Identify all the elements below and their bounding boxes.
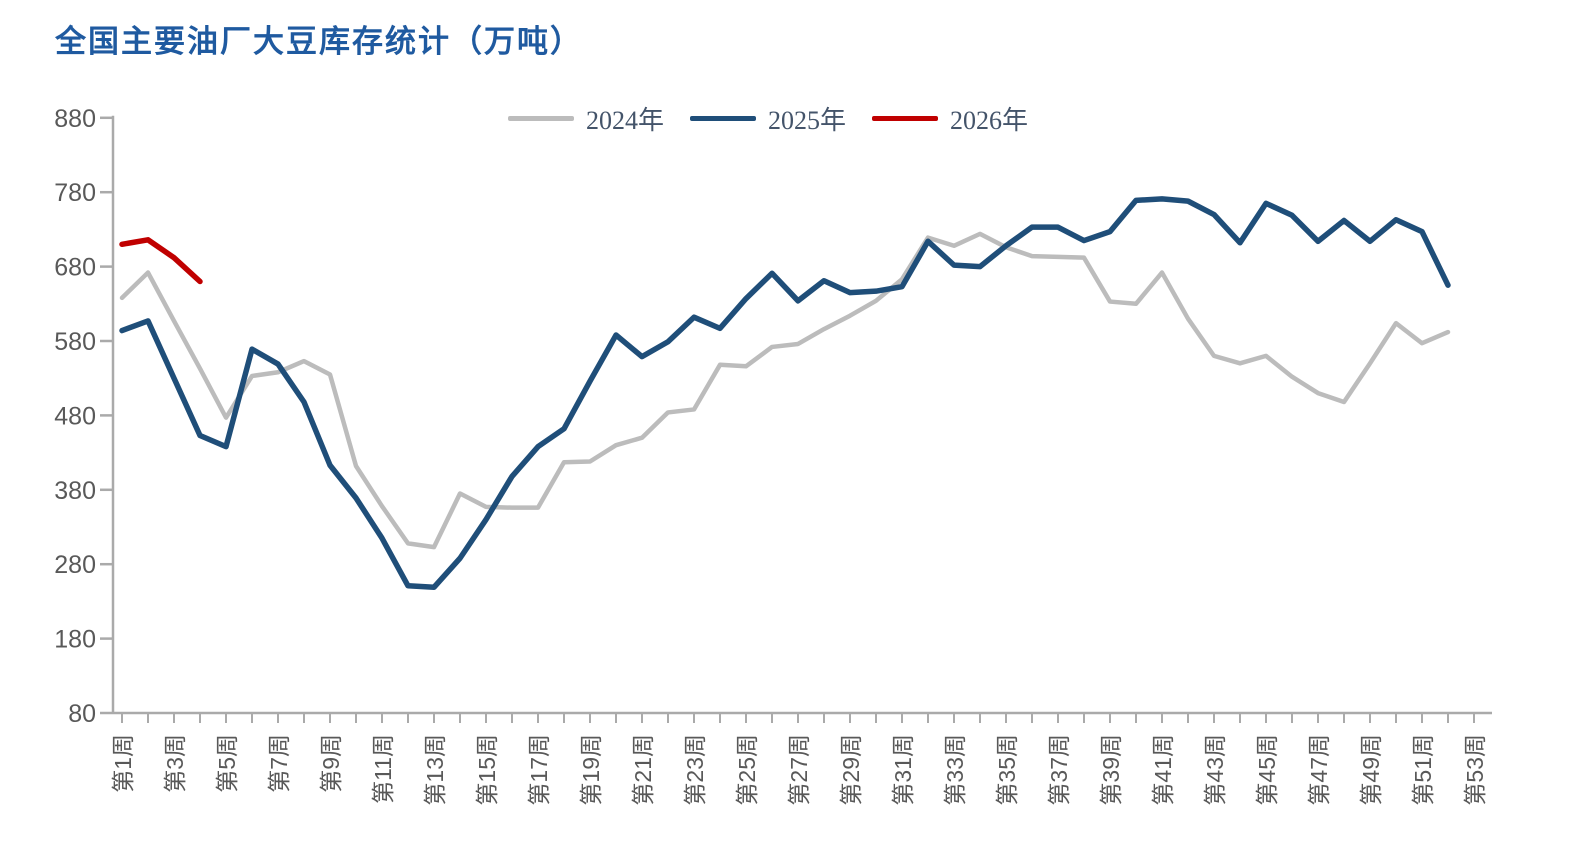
x-tick-label: 第1周 (110, 734, 136, 793)
y-tick-label: 280 (54, 551, 96, 579)
y-tick-label: 480 (54, 402, 96, 430)
legend-item-2024: 2024年 (508, 100, 664, 137)
x-tick-label: 第43周 (1202, 734, 1228, 806)
x-tick-label: 第3周 (162, 734, 188, 793)
x-tick-label: 第37周 (1046, 734, 1072, 806)
y-tick-label: 780 (54, 179, 96, 207)
x-tick-label: 第7周 (266, 734, 292, 793)
x-tick-label: 第53周 (1462, 734, 1488, 806)
series-line-2025年 (119, 196, 1451, 591)
x-tick-label: 第35周 (994, 734, 1020, 806)
x-tick-label: 第49周 (1358, 734, 1384, 806)
x-tick-label: 第29周 (838, 734, 864, 806)
y-tick-label: 380 (54, 477, 96, 505)
series-line-2026年 (119, 237, 203, 285)
y-tick-label: 80 (68, 700, 96, 728)
x-tick-label: 第17周 (526, 734, 552, 806)
legend-label-2026: 2026年 (950, 106, 1029, 135)
x-tick-label: 第15周 (474, 734, 500, 806)
legend-line-swatch-2024 (508, 116, 574, 121)
legend-line-swatch-2026 (872, 116, 939, 121)
x-tick-label: 第51周 (1410, 734, 1436, 806)
x-tick-label: 第5周 (214, 734, 240, 793)
legend-label-2025: 2025年 (768, 106, 847, 135)
x-tick-label: 第21周 (630, 734, 656, 806)
y-tick-label: 180 (54, 626, 96, 654)
x-tick-label: 第39周 (1098, 734, 1124, 806)
legend-item-2026: 2026年 (872, 100, 1028, 137)
x-tick-label: 第27周 (786, 734, 812, 806)
legend-line-swatch-2025 (690, 116, 757, 121)
legend-label-2024: 2024年 (586, 106, 665, 135)
chart-legend: 2024年 2025年 2026年 (508, 100, 1028, 137)
x-tick-label: 第31周 (890, 734, 916, 806)
y-tick-label: 680 (54, 254, 96, 282)
x-tick-label: 第25周 (734, 734, 760, 806)
x-tick-label: 第47周 (1306, 734, 1332, 806)
x-tick-label: 第19周 (578, 734, 604, 806)
y-tick-label: 580 (54, 328, 96, 356)
x-tick-label: 第9周 (318, 734, 344, 793)
x-tick-label: 第45周 (1254, 734, 1280, 806)
x-tick-label: 第13周 (422, 734, 448, 806)
legend-item-2025: 2025年 (690, 100, 846, 137)
y-tick-label: 880 (54, 105, 96, 133)
series-line-2024年 (119, 231, 1451, 550)
x-tick-label: 第23周 (682, 734, 708, 806)
x-tick-label: 第33周 (942, 734, 968, 806)
chart-title: 全国主要油厂大豆库存统计（万吨） (55, 24, 583, 59)
x-tick-label: 第41周 (1150, 734, 1176, 806)
x-tick-label: 第11周 (370, 734, 396, 804)
